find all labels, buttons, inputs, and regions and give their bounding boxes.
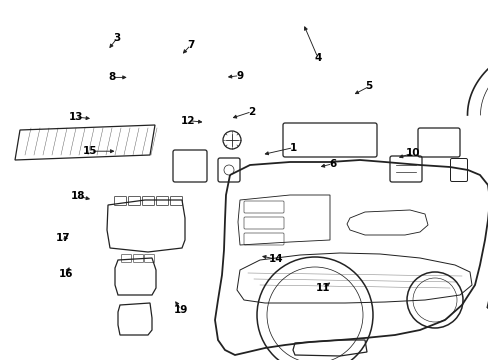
Text: 3: 3 bbox=[114, 33, 121, 43]
Text: 4: 4 bbox=[313, 53, 321, 63]
Text: 10: 10 bbox=[405, 148, 420, 158]
Text: 11: 11 bbox=[315, 283, 329, 293]
Text: 15: 15 bbox=[83, 146, 98, 156]
Text: 9: 9 bbox=[236, 71, 243, 81]
Text: 2: 2 bbox=[248, 107, 255, 117]
Text: 6: 6 bbox=[328, 159, 335, 169]
Text: 5: 5 bbox=[365, 81, 372, 91]
Text: 1: 1 bbox=[289, 143, 296, 153]
Text: 14: 14 bbox=[268, 254, 283, 264]
Text: 17: 17 bbox=[56, 233, 71, 243]
Text: 18: 18 bbox=[71, 191, 85, 201]
Text: 16: 16 bbox=[59, 269, 73, 279]
Text: 19: 19 bbox=[173, 305, 188, 315]
Text: 13: 13 bbox=[68, 112, 83, 122]
Text: 7: 7 bbox=[186, 40, 194, 50]
Text: 12: 12 bbox=[181, 116, 195, 126]
Text: 8: 8 bbox=[109, 72, 116, 82]
